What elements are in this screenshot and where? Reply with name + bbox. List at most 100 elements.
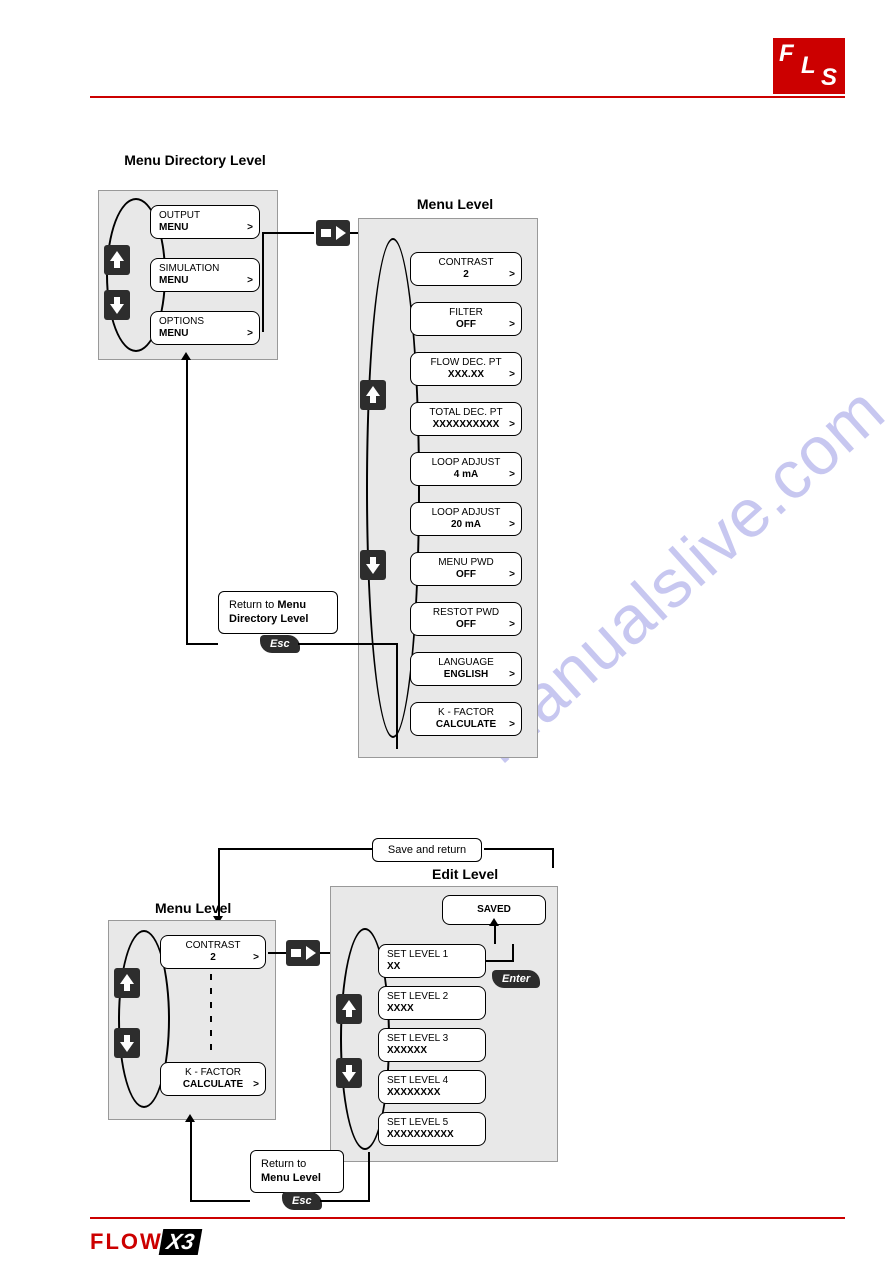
dashed-connector-icon: [210, 974, 212, 1058]
logo-letter-l: L: [801, 52, 816, 80]
menu-level-title: Menu Level: [400, 196, 510, 212]
menu-item-value: OFF: [419, 619, 513, 631]
chevron-right-icon: >: [509, 569, 515, 581]
chevron-right-icon: >: [509, 669, 515, 681]
chevron-right-icon: >: [247, 328, 253, 340]
nav-down-icon: [114, 1028, 140, 1058]
nav-up-icon: [360, 380, 386, 410]
connector: [396, 643, 398, 749]
edit-item-label: SET LEVEL 2: [387, 991, 477, 1003]
edit-level-title: Edit Level: [432, 866, 498, 882]
chevron-right-icon: >: [247, 222, 253, 234]
chevron-right-icon: >: [509, 319, 515, 331]
edit-item-value: XX: [387, 961, 477, 973]
edit-item-value: XXXX: [387, 1003, 477, 1015]
menu-item-label: CONTRAST: [419, 257, 513, 269]
return-menu-box: Return to Menu Level: [250, 1150, 344, 1193]
return-directory-box: Return to Menu Directory Level: [218, 591, 338, 634]
menu-item-label: CONTRAST: [169, 940, 257, 952]
arrowhead-up-icon: [489, 918, 499, 926]
return-bold: Menu Level: [261, 1172, 321, 1184]
chevron-right-icon: >: [509, 619, 515, 631]
menu-item-flow-dec: FLOW DEC. PT XXX.XX >: [410, 352, 522, 386]
connector: [512, 944, 514, 960]
menu-item-value: 20 mA: [419, 519, 513, 531]
menu-item-value: OFF: [419, 569, 513, 581]
arrowhead-up-icon: [185, 1114, 195, 1122]
logo-letter-s: S: [821, 64, 837, 92]
dir-item-label: OPTIONS: [159, 316, 251, 328]
nav-right-icon: [316, 220, 350, 246]
connector: [486, 960, 514, 962]
connector: [268, 952, 286, 954]
nav-up-icon: [114, 968, 140, 998]
nav-down-icon: [360, 550, 386, 580]
footer-x3: X3: [158, 1229, 202, 1255]
menu-item-value: 2: [419, 269, 513, 281]
return-bold: Menu: [277, 599, 306, 611]
footer-rule: [90, 1217, 845, 1219]
edit-item-value: XXXXXXXX: [387, 1087, 477, 1099]
esc-button-icon: Esc: [282, 1192, 322, 1210]
connector: [298, 643, 398, 645]
menu-item-value: ENGLISH: [419, 669, 513, 681]
chevron-right-icon: >: [509, 369, 515, 381]
edit-item-2: SET LEVEL 2 XXXX: [378, 986, 486, 1020]
header-rule: [90, 96, 845, 98]
dir-item-label: OUTPUT: [159, 210, 251, 222]
menu-item-loop20: LOOP ADJUST 20 mA >: [410, 502, 522, 536]
menu-item-language: LANGUAGE ENGLISH >: [410, 652, 522, 686]
connector: [190, 1120, 192, 1200]
dir-item-simulation: SIMULATION MENU >: [150, 258, 260, 292]
brand-logo: F L S: [773, 38, 845, 94]
menu-item-value: XXXXXXXXXX: [419, 419, 513, 431]
menu-item-label: FILTER: [419, 307, 513, 319]
bottom-menu-contrast: CONTRAST 2 >: [160, 935, 266, 969]
connector: [190, 1200, 250, 1202]
logo-letter-f: F: [779, 40, 794, 68]
chevron-right-icon: >: [509, 269, 515, 281]
dir-level-title: Menu Directory Level: [120, 152, 270, 168]
nav-down-icon: [336, 1058, 362, 1088]
saved-label: SAVED: [477, 904, 511, 915]
save-return-box: Save and return: [372, 838, 482, 862]
footer-logo: FLOWX3: [90, 1229, 200, 1255]
nav-down-icon: [104, 290, 130, 320]
menu-item-value: XXX.XX: [419, 369, 513, 381]
edit-item-label: SET LEVEL 5: [387, 1117, 477, 1129]
menu-item-label: LOOP ADJUST: [419, 507, 513, 519]
menu-item-menupwd: MENU PWD OFF >: [410, 552, 522, 586]
menu-item-filter: FILTER OFF >: [410, 302, 522, 336]
chevron-right-icon: >: [509, 469, 515, 481]
edit-item-value: XXXXXX: [387, 1045, 477, 1057]
menu-item-contrast: CONTRAST 2 >: [410, 252, 522, 286]
menu-item-value: CALCULATE: [169, 1079, 257, 1091]
chevron-right-icon: >: [509, 719, 515, 731]
connector: [186, 643, 218, 645]
connector: [262, 232, 264, 332]
menu-item-label: TOTAL DEC. PT: [419, 407, 513, 419]
chevron-right-icon: >: [253, 1079, 259, 1091]
menu-item-value: 4 mA: [419, 469, 513, 481]
nav-up-icon: [104, 245, 130, 275]
edit-item-3: SET LEVEL 3 XXXXXX: [378, 1028, 486, 1062]
bottom-menu-level-title: Menu Level: [155, 900, 231, 916]
dir-item-label: SIMULATION: [159, 263, 251, 275]
menu-item-value: OFF: [419, 319, 513, 331]
menu-item-kfactor: K - FACTOR CALCULATE >: [410, 702, 522, 736]
edit-item-label: SET LEVEL 4: [387, 1075, 477, 1087]
menu-item-label: K - FACTOR: [419, 707, 513, 719]
footer-flow: FLOW: [90, 1229, 163, 1254]
dir-item-value: MENU: [159, 222, 251, 234]
menu-item-restotpwd: RESTOT PWD OFF >: [410, 602, 522, 636]
menu-item-label: RESTOT PWD: [419, 607, 513, 619]
bottom-menu-kfactor: K - FACTOR CALCULATE >: [160, 1062, 266, 1096]
edit-item-5: SET LEVEL 5 XXXXXXXXXX: [378, 1112, 486, 1146]
chevron-right-icon: >: [509, 419, 515, 431]
edit-item-1: SET LEVEL 1 XX: [378, 944, 486, 978]
page: F L S manualslive.com Menu Directory Lev…: [0, 0, 893, 1263]
menu-item-value: CALCULATE: [419, 719, 513, 731]
menu-item-value: 2: [169, 952, 257, 964]
dir-item-value: MENU: [159, 328, 251, 340]
connector: [320, 1200, 370, 1202]
